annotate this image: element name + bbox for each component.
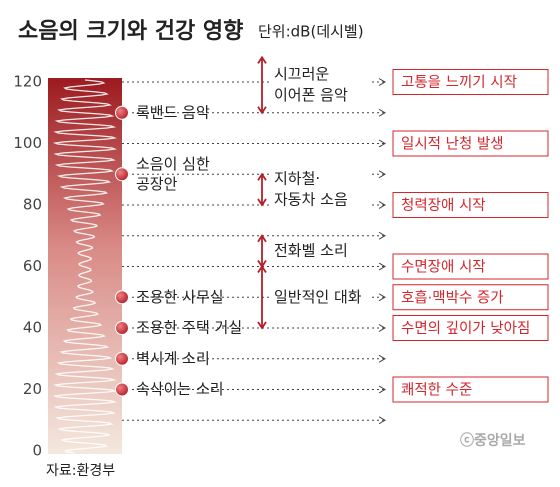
effect-box [392,284,549,311]
y-tick-label: 120 [13,73,42,91]
grid-arrow [378,139,386,148]
effect-box [392,192,549,218]
source-label: 속삭이는 소리 [136,380,224,398]
grid-arrow [378,416,386,425]
grid-arrow [378,231,386,240]
source-label: 소음이 심한 [136,155,210,173]
range-head [257,106,267,115]
grid-arrow [378,170,386,179]
source-dot [115,382,129,397]
credit: ⓒ중앙일보 [460,432,526,449]
grid-arrow [378,201,386,209]
effect-label: 수면장애 시작 [401,259,486,276]
range-label-bg [270,85,370,106]
effect-box [392,69,549,95]
range-label: 이어폰 음악 [274,86,348,104]
range-label: 지하철· [274,170,320,188]
source-dot [115,351,129,366]
grid-arrow [378,262,386,271]
y-tick-label: 40 [23,319,42,337]
source-label: 벽시계 소리 [136,349,210,367]
y-tick-label: 20 [23,380,42,398]
range-head [257,55,267,64]
source-dot [115,167,129,182]
range-label: 전화벨 소리 [274,242,348,260]
range-head [257,172,267,181]
range-head [257,321,267,330]
range-label-bg [270,241,370,262]
effect-label: 고통을 느끼기 시작 [401,74,517,91]
grid-arrow [378,108,386,117]
y-tick-label: 100 [13,134,42,152]
source-dot [115,290,129,305]
range-head [257,264,267,273]
effect-box [392,315,549,341]
effect-label: 청력장애 시작 [401,197,486,214]
y-tick-label: 80 [23,196,42,214]
subtitle: 단위:dB(데시벨) [258,23,364,41]
source-label: 조용한 사무실 [136,288,224,306]
y-tick-label: 0 [32,442,42,460]
effect-label: 쾌적한 수준 [401,382,472,399]
effect-box [392,130,549,157]
source-dot [115,105,129,120]
grid-arrow [378,293,386,302]
grid-arrow [378,324,386,332]
source-label: 록밴드 음악 [136,103,210,121]
range-head [257,234,267,243]
effect-label: 일시적 난청 발생 [401,136,504,153]
range-label-bg [270,287,370,308]
effect-box [392,253,549,280]
chart-title: 소음의 크기와 건강 영향 [18,19,243,44]
y-tick-label: 60 [23,257,42,275]
effect-label: 수면의 깊이가 낮아짐 [401,320,530,337]
source-label: 조용한 주택 거실 [136,319,242,337]
range-label-bg [270,64,370,85]
effect-label: 호흡·맥박수 증가 [401,289,504,306]
source: 자료:환경부 [46,463,115,479]
range-label: 자동차 소음 [274,191,348,209]
wave [52,79,118,454]
effect-box [392,376,549,403]
range-label: 시끄러운 [274,65,329,83]
source-label: 공장안 [136,175,178,193]
range-label: 일반적인 대화 [274,288,362,306]
range-label-bg [270,190,370,211]
grid-arrow [378,78,386,86]
grid-arrow [378,354,386,363]
grid-arrow [378,385,386,394]
range-head [257,198,267,207]
range-label-bg [270,169,370,190]
source-dot [115,321,129,335]
